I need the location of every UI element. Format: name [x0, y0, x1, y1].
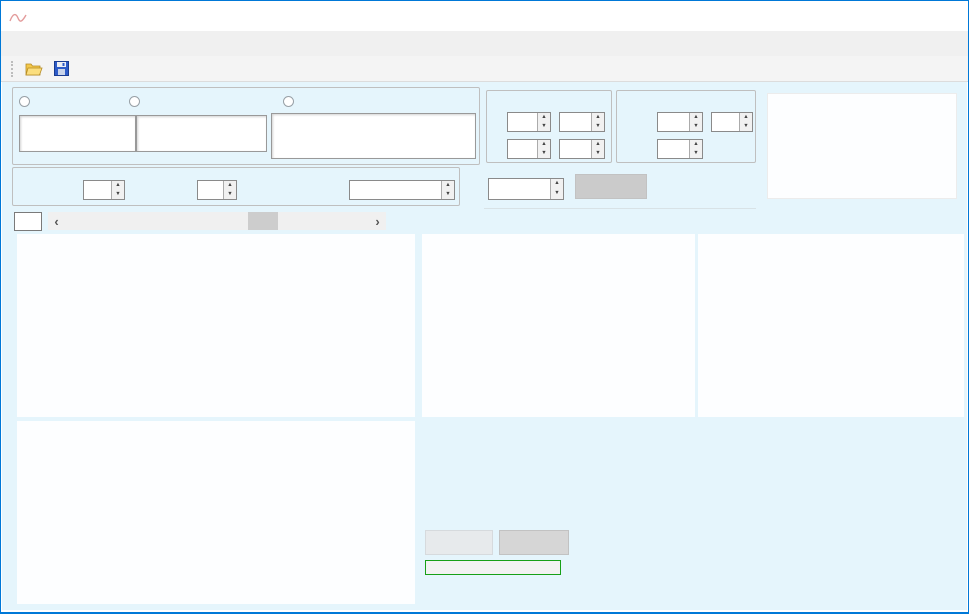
spinner-arrows[interactable]: ▲▼	[111, 181, 124, 199]
particle-prev-title	[422, 234, 695, 252]
particle-prev-panel	[422, 234, 695, 417]
menubar	[1, 31, 968, 56]
titlebar	[1, 1, 968, 31]
spinner-arrows[interactable]: ▲▼	[689, 113, 702, 131]
noize-v-mean-input[interactable]	[508, 113, 537, 131]
main-content: ▲▼ ▲▼ ▲▼ ▲▼ ▲▼	[2, 82, 967, 610]
simulation-time-input[interactable]	[489, 179, 550, 199]
predict-rand-var-spinner[interactable]: ▲▼	[349, 180, 455, 200]
progress-fill	[426, 561, 560, 574]
spinner-arrows[interactable]: ▲▼	[441, 181, 454, 199]
app-icon	[9, 8, 29, 24]
estimation-error-chart	[17, 439, 415, 604]
noize-v-mean-spinner[interactable]: ▲▼	[507, 112, 551, 132]
divider-line	[484, 208, 756, 209]
noize-groupbox: ▲▼ ▲▼ ▲▼ ▲▼	[486, 90, 612, 163]
init-xhat-var-input[interactable]	[712, 113, 739, 131]
equation-nonlinear-benchmark	[271, 113, 476, 159]
display-options	[424, 427, 594, 529]
init-xhat-mean-spinner[interactable]: ▲▼	[657, 112, 703, 132]
toolbar	[1, 56, 968, 82]
spinner-arrows[interactable]: ▲▼	[537, 113, 550, 131]
estimation-result-panel	[17, 234, 415, 417]
init-xtrue-mean-input[interactable]	[658, 140, 689, 158]
radio-dot[interactable]	[283, 96, 294, 107]
scrollbar-left-arrow-icon[interactable]: ‹	[48, 212, 65, 230]
timeline-scrollbar[interactable]: ‹ ›	[48, 212, 386, 230]
open-file-button[interactable]	[24, 60, 44, 77]
noize-w-var-spinner[interactable]: ▲▼	[559, 139, 605, 159]
maximize-button[interactable]	[876, 1, 922, 31]
run-button[interactable]	[425, 530, 493, 555]
progress-bar	[425, 560, 561, 575]
particle-prev-chart	[422, 252, 695, 417]
radio-dot[interactable]	[19, 96, 30, 107]
estimation-result-chart	[17, 252, 415, 417]
spinner-arrows[interactable]: ▲▼	[591, 113, 604, 131]
close-button[interactable]	[922, 1, 968, 31]
particle-curr-chart	[698, 252, 964, 417]
pf-setting-groupbox: ▲▼ ▲▼ ▲▼	[12, 167, 460, 206]
scrollbar-thumb[interactable]	[248, 212, 278, 230]
particle-curr-panel	[698, 234, 964, 417]
toolbar-grip	[11, 61, 13, 77]
radio-non-linear-bench-mark[interactable]	[283, 96, 299, 107]
predict-rand-var-input[interactable]	[350, 181, 441, 199]
spinner-arrows[interactable]: ▲▼	[537, 140, 550, 158]
estimation-error-title	[17, 421, 415, 439]
particle-curr-title	[698, 234, 964, 252]
equation-random-walk	[19, 115, 136, 152]
init-xhat-mean-input[interactable]	[658, 113, 689, 131]
particle-num-spinner[interactable]: ▲▼	[83, 180, 125, 200]
init-xhat-var-spinner[interactable]: ▲▼	[711, 112, 753, 132]
equation-linear-uniform	[136, 115, 267, 152]
radio-dot[interactable]	[129, 96, 140, 107]
scrollbar-right-arrow-icon[interactable]: ›	[369, 212, 386, 230]
minimize-button[interactable]	[830, 1, 876, 31]
simulation-time-spinner[interactable]: ▲▼	[488, 178, 564, 200]
init-groupbox: ▲▼ ▲▼ ▲▼	[616, 90, 756, 163]
model-illustration-panel	[767, 93, 957, 199]
spinner-arrows[interactable]: ▲▼	[550, 179, 563, 199]
model-groupbox	[12, 87, 480, 165]
noize-v-var-spinner[interactable]: ▲▼	[559, 112, 605, 132]
noize-w-var-input[interactable]	[560, 140, 591, 158]
noize-w-mean-spinner[interactable]: ▲▼	[507, 139, 551, 159]
app-window: ▲▼ ▲▼ ▲▼ ▲▼ ▲▼	[0, 0, 969, 614]
noize-v-var-input[interactable]	[560, 113, 591, 131]
noize-w-mean-input[interactable]	[508, 140, 537, 158]
ess-thresh-spinner[interactable]: ▲▼	[197, 180, 237, 200]
particle-num-input[interactable]	[84, 181, 111, 199]
draw-button[interactable]	[499, 530, 569, 555]
save-floppy-icon	[54, 61, 69, 76]
apply-button[interactable]	[575, 174, 647, 199]
init-xtrue-mean-spinner[interactable]: ▲▼	[657, 139, 703, 159]
spinner-arrows[interactable]: ▲▼	[689, 140, 702, 158]
spinner-arrows[interactable]: ▲▼	[739, 113, 752, 131]
ess-thresh-input[interactable]	[198, 181, 223, 199]
estimation-error-panel	[17, 421, 415, 604]
current-step-input[interactable]	[14, 212, 42, 231]
spinner-arrows[interactable]: ▲▼	[591, 140, 604, 158]
save-file-button[interactable]	[53, 60, 70, 77]
model-illustration	[768, 94, 956, 198]
estimation-result-title	[17, 234, 415, 252]
spinner-arrows[interactable]: ▲▼	[223, 181, 236, 199]
open-folder-icon	[25, 61, 43, 76]
radio-linear-uniform-motion[interactable]	[129, 96, 145, 107]
radio-random-walk[interactable]	[19, 96, 35, 107]
window-controls	[830, 1, 968, 31]
